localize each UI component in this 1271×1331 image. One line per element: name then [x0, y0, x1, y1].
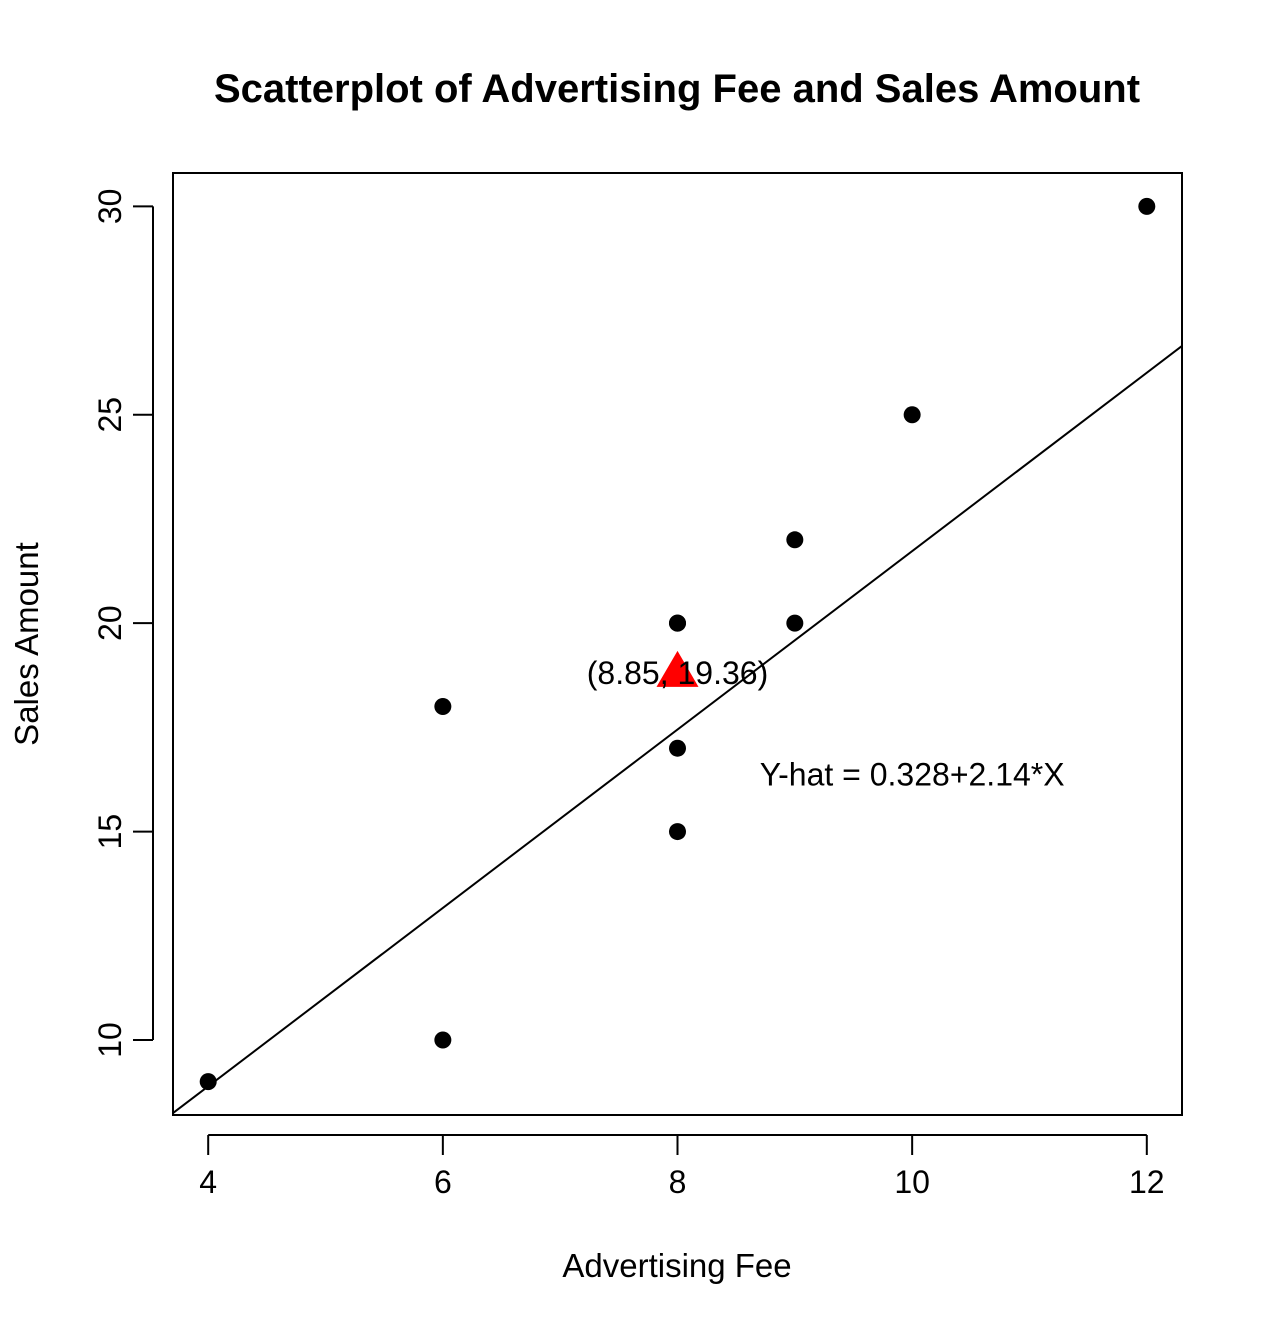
- chart-title: Scatterplot of Advertising Fee and Sales…: [214, 67, 1140, 111]
- regression-line: [172, 345, 1183, 1114]
- x-tick-label: 6: [434, 1164, 452, 1200]
- y-tick-label: 20: [92, 605, 128, 641]
- y-tick-label: 25: [92, 397, 128, 433]
- y-tick-label: 30: [92, 189, 128, 225]
- data-point: [786, 531, 804, 549]
- mean-point-label: (8.85, 19.36): [587, 655, 768, 691]
- mean-point-marker: [656, 650, 699, 687]
- regression-equation-label: Y-hat = 0.328+2.14*X: [760, 757, 1065, 793]
- data-point: [434, 698, 452, 716]
- y-tick-label: 15: [92, 814, 128, 850]
- data-point: [669, 823, 686, 841]
- x-axis-label: Advertising Fee: [562, 1247, 791, 1284]
- plot-frame: [172, 172, 1183, 1116]
- y-axis: 10 15 20 25 30: [92, 189, 154, 1058]
- data-point: [786, 614, 804, 632]
- x-axis: 4 6 8 10 12: [199, 1134, 1165, 1200]
- plot-marks: (8.85, 19.36) Y-hat = 0.328+2.14*X: [172, 197, 1183, 1114]
- data-point: [669, 614, 686, 632]
- x-tick-label: 12: [1129, 1164, 1165, 1200]
- data-point: [199, 1073, 217, 1091]
- data-point: [434, 1031, 452, 1049]
- data-point: [903, 406, 921, 424]
- x-tick-label: 4: [199, 1164, 217, 1200]
- data-point: [669, 739, 686, 757]
- y-axis-label: Sales Amount: [8, 542, 45, 746]
- x-tick-label: 10: [894, 1164, 930, 1200]
- x-tick-label: 8: [669, 1164, 687, 1200]
- data-point: [1138, 197, 1156, 215]
- y-tick-label: 10: [92, 1022, 128, 1058]
